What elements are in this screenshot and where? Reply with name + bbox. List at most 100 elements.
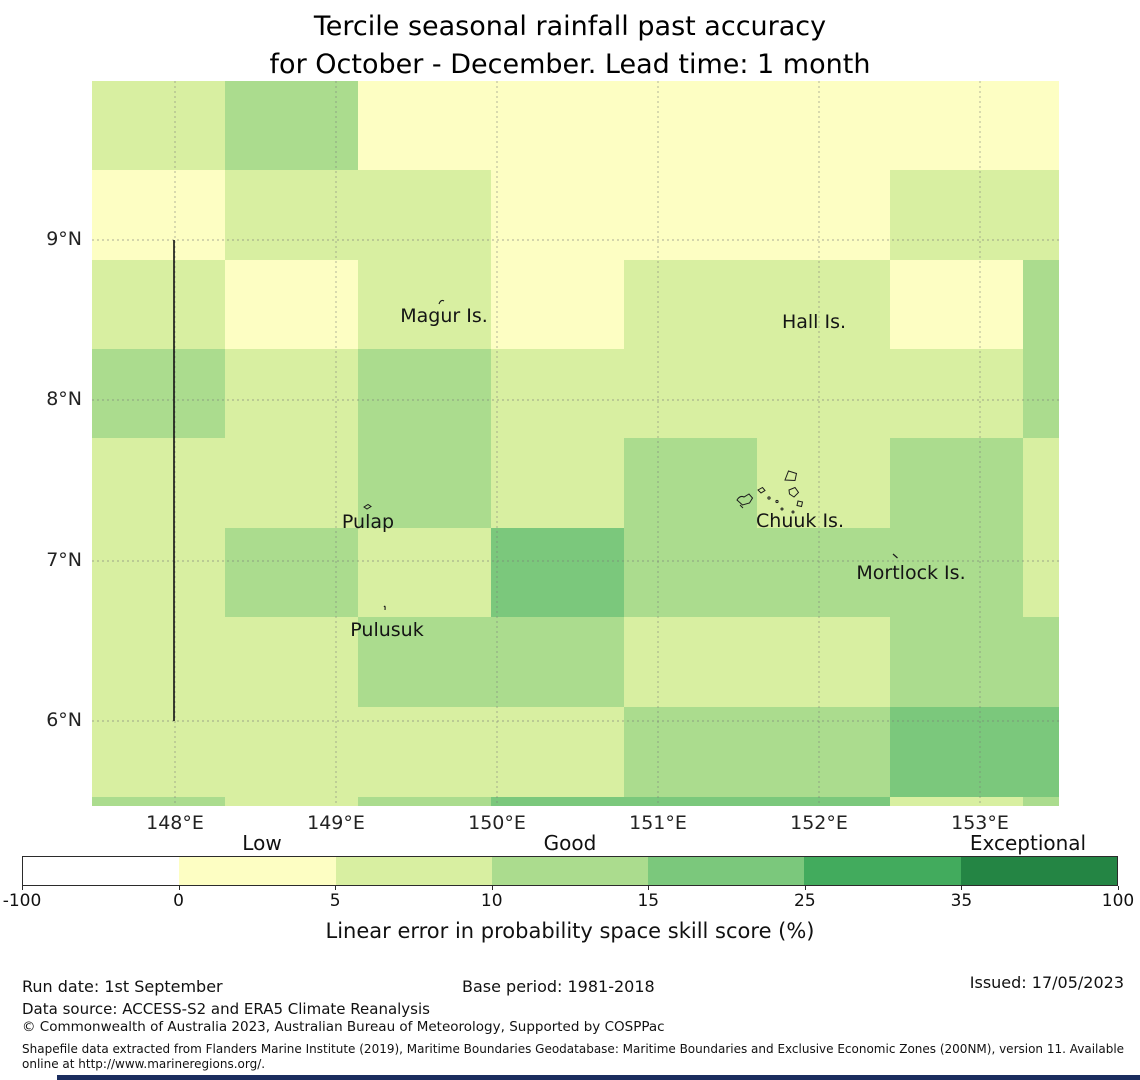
map-cell <box>624 438 757 528</box>
colorbar-category-label: Exceptional <box>969 831 1087 855</box>
colorbar-tick-label: 0 <box>173 891 184 911</box>
map-cell <box>1023 797 1059 806</box>
map-cell <box>92 707 225 797</box>
map-cell <box>890 528 1023 617</box>
chart-title: Tercile seasonal rainfall past accuracy … <box>0 8 1140 84</box>
map-cell <box>890 260 1023 349</box>
map-cell <box>92 260 225 349</box>
colorbar-tick-label: -100 <box>2 891 42 911</box>
x-tick-label: 149°E <box>307 812 365 834</box>
map-cell <box>624 707 757 797</box>
colorbar-segment <box>179 857 337 885</box>
map-cell <box>92 438 225 528</box>
shapefile-line1: Shapefile data extracted from Flanders M… <box>22 1042 1125 1056</box>
colorbar-segment <box>648 857 805 885</box>
run-date-text: Run date: 1st September <box>22 977 223 996</box>
map-cell <box>1023 81 1059 170</box>
map-cell <box>890 81 1023 170</box>
map-cell <box>890 438 1023 528</box>
chuuk-islands-glyph <box>736 470 804 514</box>
colorbar-segment <box>960 857 1118 885</box>
map-cell <box>624 81 757 170</box>
map-cell <box>624 349 757 438</box>
pulusuk-island-glyph <box>383 605 386 611</box>
y-tick-label: 6°N <box>46 709 82 731</box>
x-tick-label: 150°E <box>468 812 526 834</box>
map-cell <box>491 617 624 707</box>
map-cell <box>757 797 890 806</box>
copyright-text: © Commonwealth of Australia 2023, Austra… <box>22 1019 665 1035</box>
colorbar-category-label: Low <box>242 831 282 855</box>
bottom-banner-edge <box>57 1075 1140 1080</box>
x-tick-label: 148°E <box>146 812 204 834</box>
map-cell <box>757 170 890 260</box>
magur-island-glyph <box>438 299 445 305</box>
map-cell <box>1023 170 1059 260</box>
colorbar-tick-label: 100 <box>1101 891 1135 911</box>
map-cell <box>1023 707 1059 797</box>
island-label: Chuuk Is. <box>756 510 844 532</box>
gridlines <box>92 81 1059 806</box>
map-cell <box>1023 349 1059 438</box>
shapefile-line2: online at http://www.marineregions.org/. <box>22 1057 266 1071</box>
map-cell <box>1023 260 1059 349</box>
map-cell <box>757 438 890 528</box>
island-label: Mortlock Is. <box>856 562 966 584</box>
map-cell <box>890 797 1023 806</box>
map-cell <box>757 617 890 707</box>
mortlock-island-glyph <box>892 553 898 559</box>
map-cell <box>358 260 491 349</box>
map-cell <box>491 797 624 806</box>
data-source-text: Data source: ACCESS-S2 and ERA5 Climate … <box>22 1000 430 1018</box>
colorbar-tick <box>961 886 963 890</box>
map-cell <box>890 707 1023 797</box>
map-cell <box>358 707 491 797</box>
y-tick-label: 9°N <box>46 228 82 250</box>
map-cell <box>624 797 757 806</box>
map-cell <box>1023 617 1059 707</box>
map-cell <box>624 170 757 260</box>
map-cell <box>491 349 624 438</box>
map-cell <box>92 797 225 806</box>
map-cell <box>491 528 624 617</box>
map-cell <box>225 170 358 260</box>
y-tick-label: 7°N <box>46 549 82 571</box>
map-cell <box>92 349 225 438</box>
island-label: Pulusuk <box>350 619 424 641</box>
map-cell <box>890 617 1023 707</box>
map-cell <box>358 528 491 617</box>
colorbar-tick <box>22 886 23 890</box>
map-overlay <box>92 81 1059 806</box>
map-cell <box>225 797 358 806</box>
issued-date-text: Issued: 17/05/2023 <box>969 973 1124 992</box>
map-cell <box>491 260 624 349</box>
colorbar-segment <box>335 857 493 885</box>
chart-title-line2: for October - December. Lead time: 1 mon… <box>269 49 871 80</box>
colorbar-segment <box>804 857 962 885</box>
colorbar-tick <box>1118 886 1119 890</box>
map-cell <box>757 707 890 797</box>
map-cell <box>225 81 358 170</box>
map-cell <box>358 797 491 806</box>
map-cell <box>358 438 491 528</box>
map-cell <box>491 81 624 170</box>
colorbar-tick-label: 10 <box>480 891 503 911</box>
map-cell <box>92 528 225 617</box>
island-label: Hall Is. <box>781 311 847 333</box>
colorbar-tick <box>804 886 806 890</box>
colorbar-tick-label: 15 <box>637 891 660 911</box>
map-cell <box>1023 528 1059 617</box>
map-cell <box>890 170 1023 260</box>
colorbar <box>22 856 1118 886</box>
map-cell <box>890 349 1023 438</box>
map-cell <box>358 81 491 170</box>
map-cell <box>358 170 491 260</box>
colorbar-caption: Linear error in probability space skill … <box>325 919 815 943</box>
map-cell <box>491 707 624 797</box>
map-cell <box>624 528 757 617</box>
map-cell <box>757 260 890 349</box>
shapefile-attribution-text: Shapefile data extracted from Flanders M… <box>22 1042 1124 1072</box>
x-tick-label: 153°E <box>951 812 1009 834</box>
colorbar-category-label: Good <box>543 831 597 855</box>
